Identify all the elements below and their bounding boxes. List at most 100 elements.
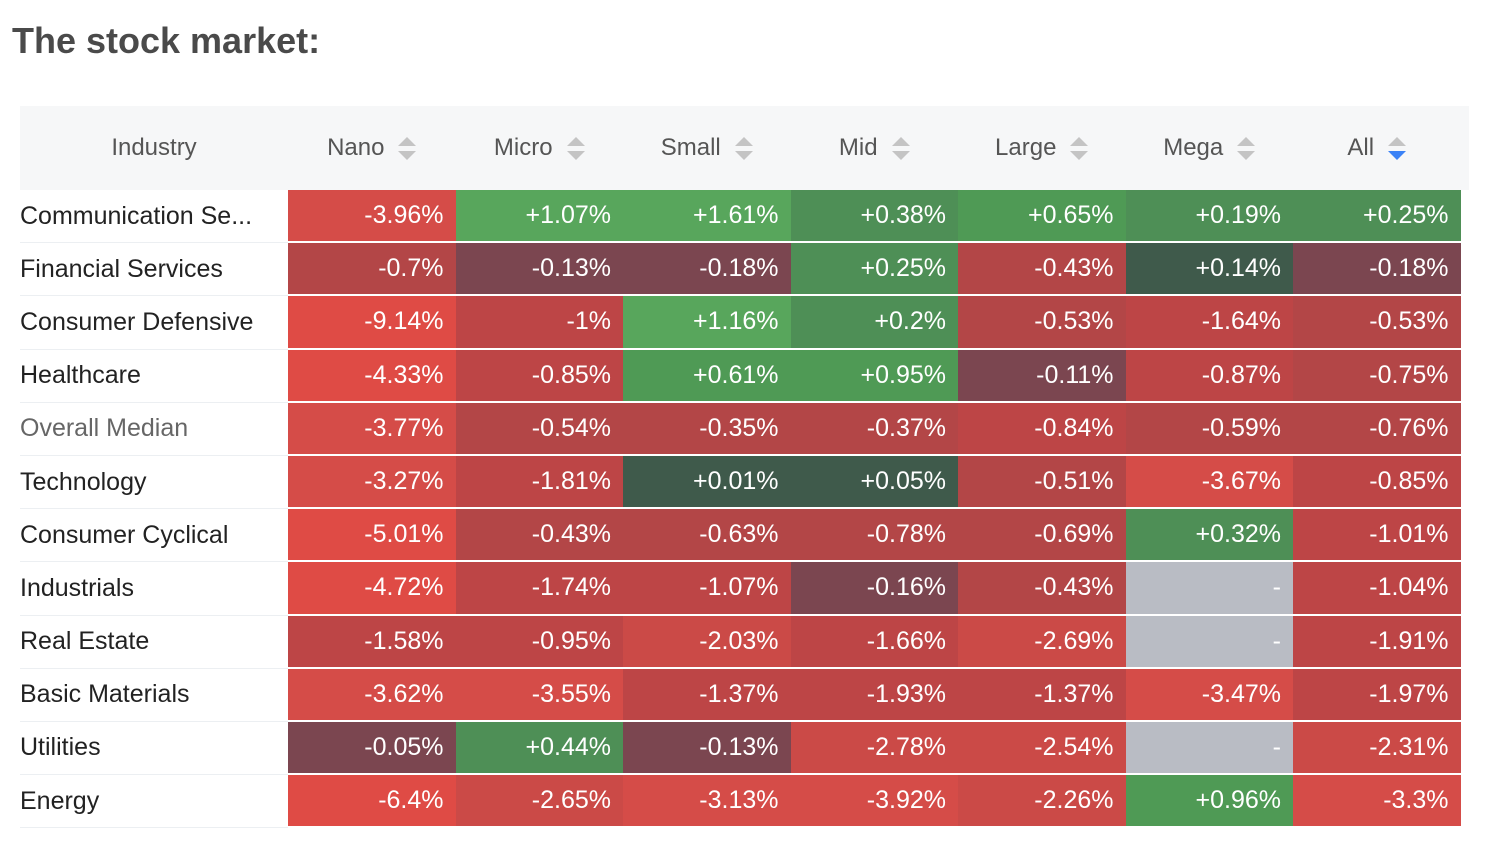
heatmap-cell: -0.43% bbox=[958, 243, 1126, 297]
heatmap-cell: +0.05% bbox=[790, 455, 958, 510]
column-header-micro[interactable]: Micro bbox=[456, 106, 624, 190]
heatmap-cell: +1.07% bbox=[455, 190, 623, 244]
heatmap-cell: -0.11% bbox=[958, 349, 1126, 403]
sort-icon[interactable] bbox=[1070, 136, 1089, 160]
heatmap-cell: -0.13% bbox=[455, 243, 623, 297]
heatmap-cell: -0.95% bbox=[455, 615, 623, 669]
header-row: Industry Nano Micro Small Mid Large Mega All bbox=[20, 106, 1469, 190]
sort-icon[interactable] bbox=[891, 136, 910, 160]
industry-label: Financial Services bbox=[20, 243, 288, 297]
column-header-large[interactable]: Large bbox=[958, 106, 1126, 190]
heatmap-cell: +0.14% bbox=[1125, 243, 1293, 297]
heatmap-cell: -0.37% bbox=[790, 402, 958, 456]
industry-label: Overall Median bbox=[20, 403, 288, 456]
heatmap-cell: +0.65% bbox=[958, 190, 1126, 244]
column-header-label: Micro bbox=[493, 134, 553, 161]
industry-label: Communication Se... bbox=[20, 190, 288, 244]
heatmap-cell: - bbox=[1125, 562, 1293, 616]
column-header-mega[interactable]: Mega bbox=[1126, 106, 1294, 190]
sort-icon[interactable] bbox=[398, 136, 417, 160]
heatmap-cell: +0.61% bbox=[623, 349, 791, 403]
heatmap-rows: Communication Se... -3.96% +1.07% +1.61% +0.… bbox=[20, 190, 1469, 829]
heatmap-cell: -0.69% bbox=[958, 509, 1126, 563]
heatmap-cell: +0.25% bbox=[790, 243, 958, 297]
heatmap-cell: -2.65% bbox=[455, 775, 623, 829]
column-header-label: Large bbox=[995, 134, 1057, 161]
heatmap-cell: -0.43% bbox=[958, 562, 1126, 616]
heatmap-cell: -0.51% bbox=[958, 455, 1126, 510]
heatmap-cell: +0.19% bbox=[1125, 190, 1293, 244]
table-row: Utilities -0.05% +0.44% -0.13% -2.78% -2.54% -… bbox=[20, 721, 1469, 776]
heatmap-cell: -4.72% bbox=[288, 562, 456, 616]
heatmap-cell: -1.91% bbox=[1293, 615, 1461, 669]
column-header-all[interactable]: All bbox=[1293, 106, 1461, 190]
table-row: Basic Materials -3.62% -3.55% -1.37% -1.93% -… bbox=[20, 668, 1469, 722]
heatmap-cell: -3.96% bbox=[288, 190, 456, 244]
heatmap-cell: -0.63% bbox=[623, 509, 791, 563]
heatmap-cell: -0.59% bbox=[1125, 402, 1293, 456]
industry-label: Real Estate bbox=[20, 616, 288, 669]
table-row: Energy -6.4% -2.65% -3.13% -3.92% -2.26% +0.96… bbox=[20, 775, 1469, 829]
sort-icon[interactable] bbox=[566, 136, 585, 160]
column-header-industry: Industry bbox=[20, 106, 288, 190]
table-row: Technology -3.27% -1.81% +0.01% +0.05% -0.51%… bbox=[20, 455, 1469, 510]
industry-label: Energy bbox=[20, 775, 288, 829]
heatmap-cell: +0.32% bbox=[1125, 509, 1293, 563]
heatmap-cell: -0.16% bbox=[790, 562, 958, 616]
heatmap-cell: +0.2% bbox=[790, 296, 958, 350]
heatmap-cell: -9.14% bbox=[288, 296, 456, 350]
heatmap-cell: -0.43% bbox=[455, 509, 623, 563]
table-row: Real Estate -1.58% -0.95% -2.03% -1.66% -2.69… bbox=[20, 615, 1469, 669]
heatmap-cell: -3.62% bbox=[288, 668, 456, 722]
industry-label: Healthcare bbox=[20, 350, 288, 403]
industry-label: Utilities bbox=[20, 722, 288, 776]
sort-icon[interactable] bbox=[1388, 136, 1407, 160]
table-row: Communication Se... -3.96% +1.07% +1.61% +0.… bbox=[20, 190, 1469, 244]
column-header-label: Nano bbox=[327, 134, 385, 161]
heatmap-cell: -3.55% bbox=[455, 668, 623, 722]
heatmap-cell: +0.01% bbox=[623, 455, 791, 510]
heatmap-cell: -0.7% bbox=[288, 243, 456, 297]
heatmap-cell: -2.69% bbox=[958, 615, 1126, 669]
heatmap-cell: +1.61% bbox=[623, 190, 791, 244]
heatmap-cell: -0.85% bbox=[455, 349, 623, 403]
heatmap-cell: -3.47% bbox=[1125, 668, 1293, 722]
heatmap-cell: -1.04% bbox=[1293, 562, 1461, 616]
table-row: Consumer Cyclical -5.01% -0.43% -0.63% -0.78… bbox=[20, 509, 1469, 563]
table-row: Healthcare -4.33% -0.85% +0.61% +0.95% -0.11%… bbox=[20, 349, 1469, 403]
column-header-label: Mega bbox=[1163, 134, 1224, 161]
table-row: Financial Services -0.7% -0.13% -0.18% +0.25… bbox=[20, 243, 1469, 297]
heatmap-cell: -0.76% bbox=[1293, 402, 1461, 456]
page-title: The stock market: bbox=[12, 20, 321, 61]
heatmap-cell: -0.35% bbox=[623, 402, 791, 456]
heatmap-cell: -0.53% bbox=[1293, 296, 1461, 350]
heatmap-cell: -3.92% bbox=[790, 775, 958, 829]
heatmap-cell: +0.95% bbox=[790, 349, 958, 403]
sort-icon[interactable] bbox=[1237, 136, 1256, 160]
heatmap-cell: -0.05% bbox=[288, 721, 456, 776]
heatmap-cell: +1.16% bbox=[623, 296, 791, 350]
heatmap-cell: +0.96% bbox=[1125, 775, 1293, 829]
heatmap-cell: -0.13% bbox=[623, 721, 791, 776]
heatmap-cell: -1.74% bbox=[455, 562, 623, 616]
industry-label: Industrials bbox=[20, 562, 288, 616]
heatmap-cell: -3.77% bbox=[288, 402, 456, 456]
heatmap-cell: -2.03% bbox=[623, 615, 791, 669]
heatmap-cell: - bbox=[1125, 615, 1293, 669]
heatmap-cell: -6.4% bbox=[288, 775, 456, 829]
heatmap-cell: -1.37% bbox=[958, 668, 1126, 722]
heatmap-cell: -3.3% bbox=[1293, 775, 1461, 829]
heatmap-cell: -0.87% bbox=[1125, 349, 1293, 403]
column-header-mid[interactable]: Mid bbox=[791, 106, 959, 190]
heatmap-cell: -0.18% bbox=[623, 243, 791, 297]
column-header-nano[interactable]: Nano bbox=[288, 106, 456, 190]
heatmap-cell: -1.58% bbox=[288, 615, 456, 669]
sort-icon[interactable] bbox=[734, 136, 753, 160]
column-header-small[interactable]: Small bbox=[623, 106, 791, 190]
table-row: Consumer Defensive -9.14% -1% +1.16% +0.2% -0… bbox=[20, 296, 1469, 350]
heatmap-cell: +0.44% bbox=[455, 721, 623, 776]
heatmap-cell: -2.54% bbox=[958, 721, 1126, 776]
heatmap-cell: -2.26% bbox=[958, 775, 1126, 829]
heatmap-cell: -0.75% bbox=[1293, 349, 1461, 403]
heatmap-cell: -3.27% bbox=[288, 455, 456, 510]
